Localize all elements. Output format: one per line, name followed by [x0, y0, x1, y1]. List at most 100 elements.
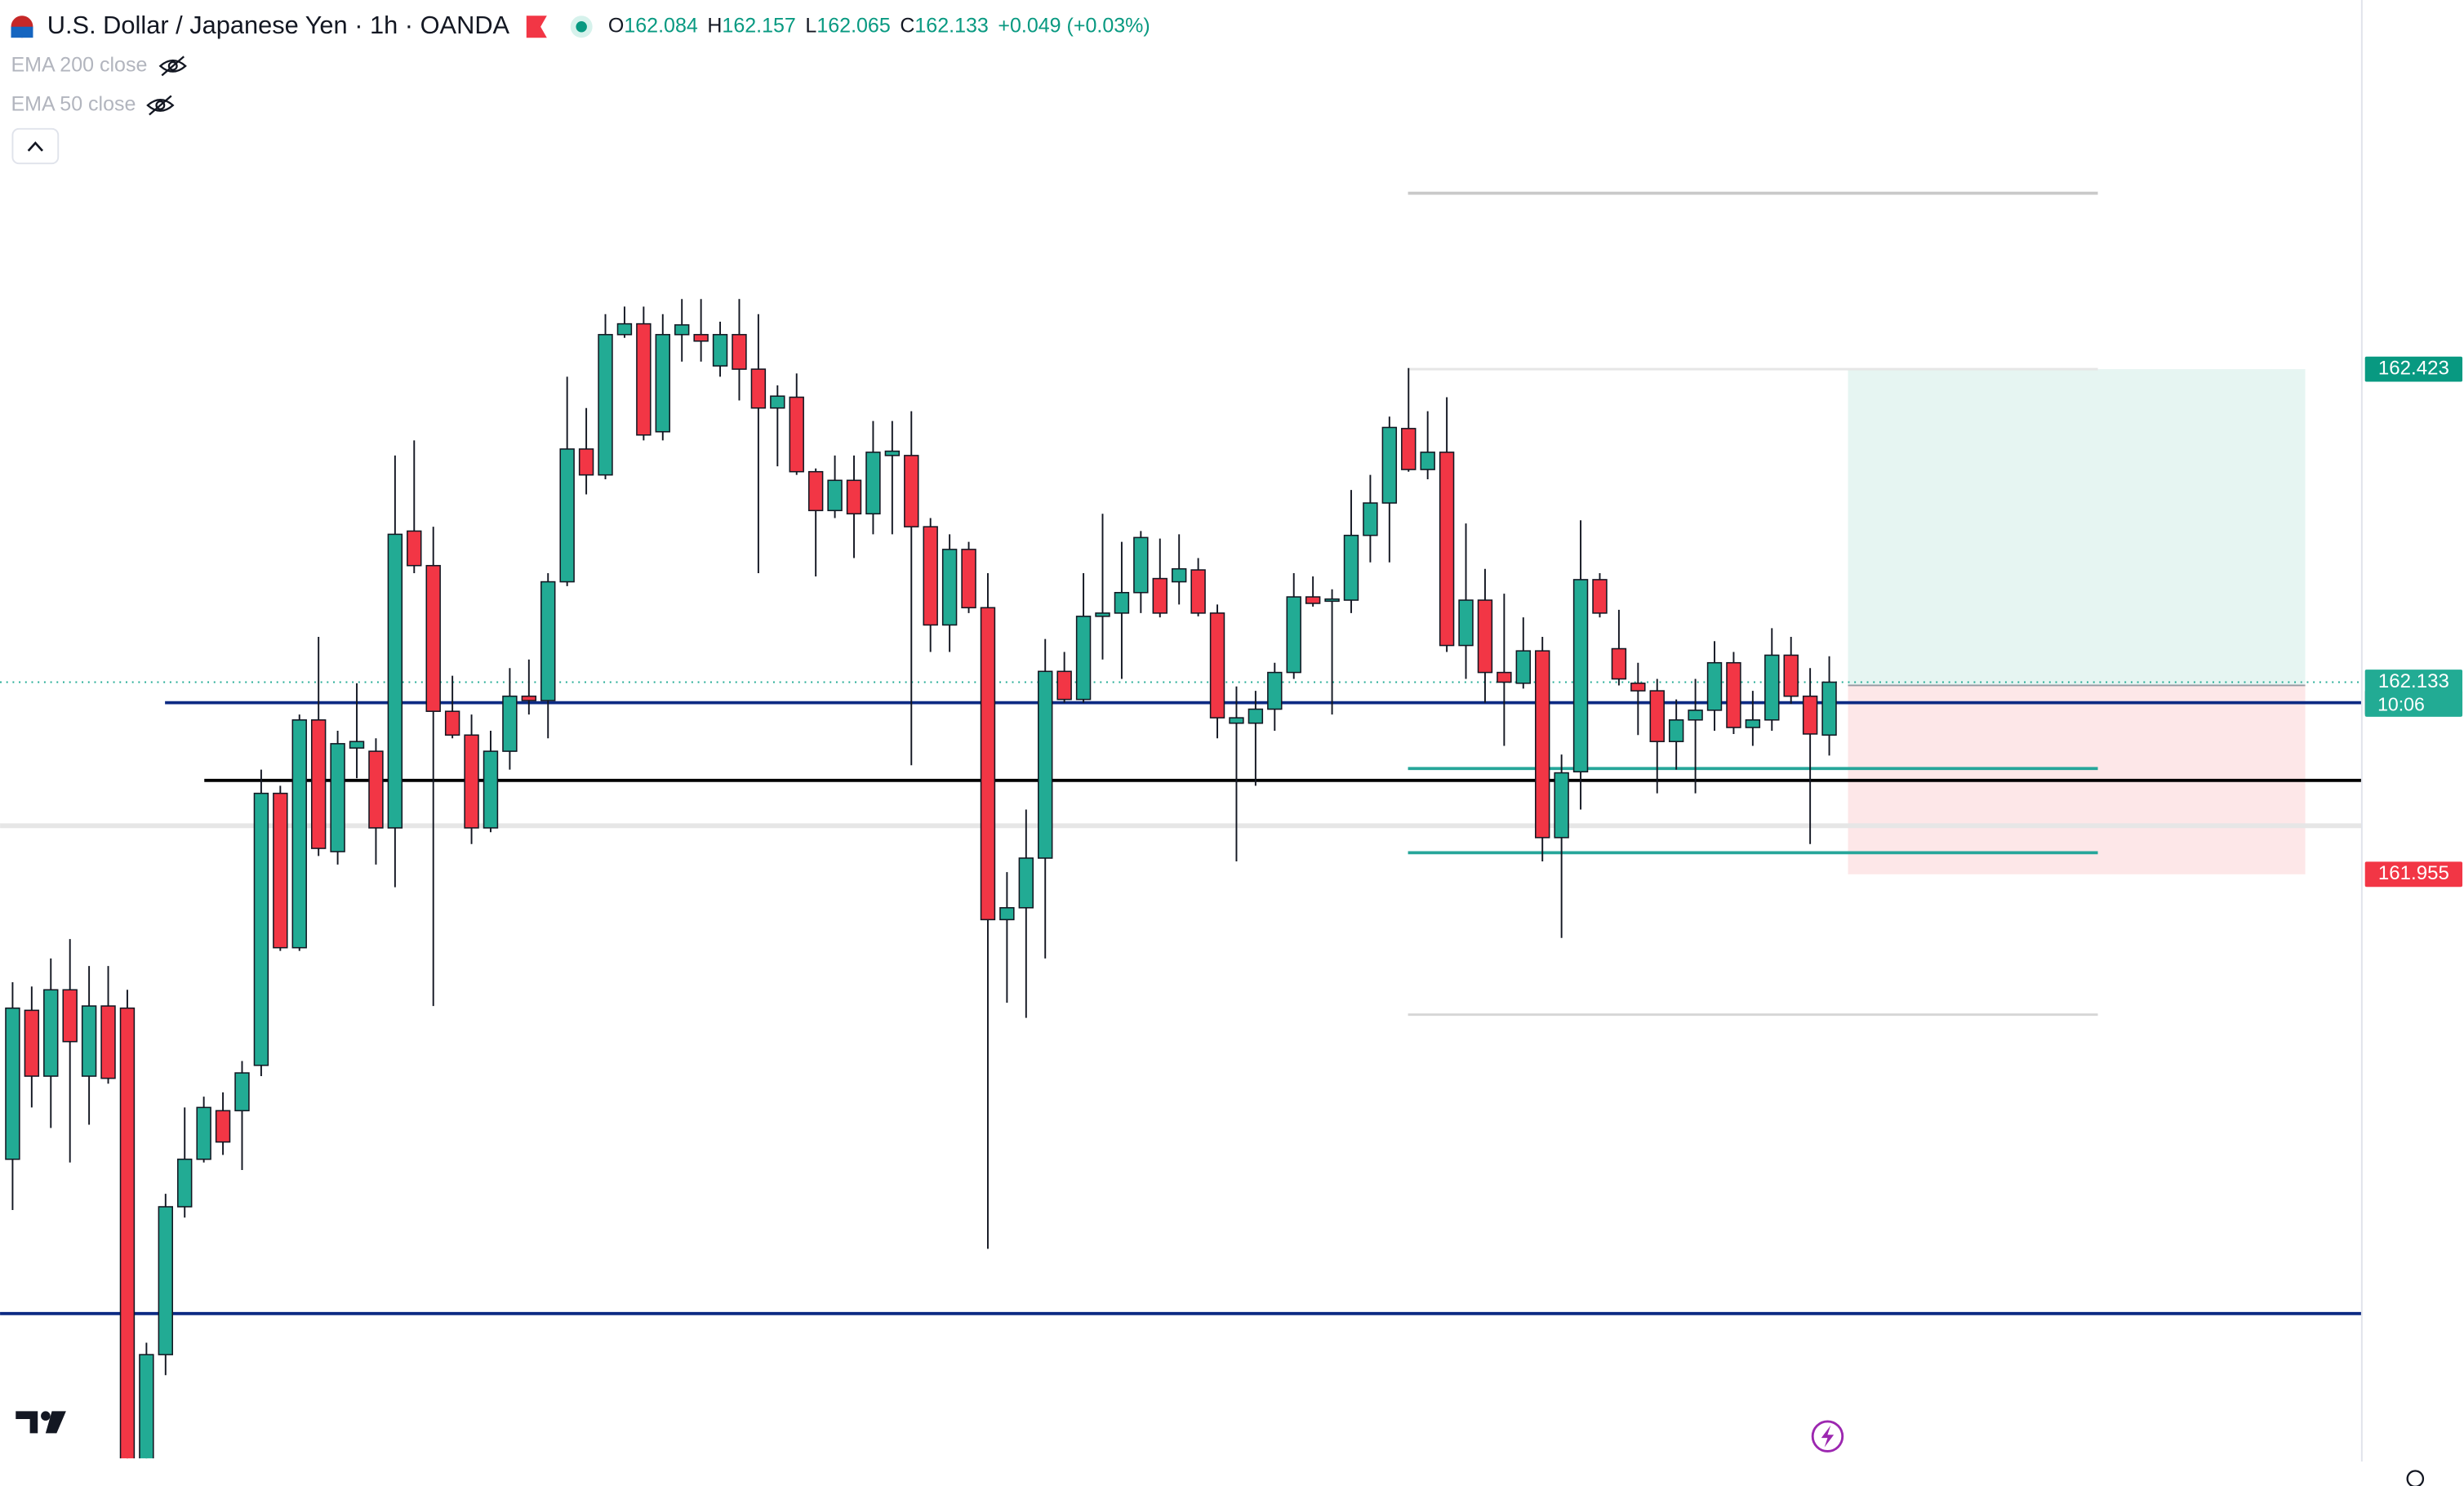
candle-body — [1152, 577, 1168, 614]
plot-area — [0, 191, 2362, 1459]
candle-body — [273, 792, 288, 949]
candle-body — [1592, 579, 1608, 614]
candle-body — [43, 989, 59, 1077]
candle-body — [1267, 671, 1283, 710]
target-price-label: 162.423 — [2378, 357, 2449, 379]
candle-body — [770, 395, 785, 409]
candle-body — [291, 719, 307, 949]
candle-body — [884, 450, 901, 456]
last-price-label: 162.133 — [2378, 670, 2449, 692]
candle-body — [1248, 708, 1264, 724]
candle-body — [158, 1206, 174, 1355]
candle-body — [1038, 670, 1053, 859]
candle-body — [1286, 596, 1301, 674]
ohlc-label: L — [805, 14, 816, 37]
candle-body — [407, 530, 422, 567]
candle-body — [807, 470, 824, 512]
candle-body — [1611, 647, 1627, 680]
last-price-label-bg — [2364, 670, 2463, 717]
candle-body — [1363, 502, 1378, 536]
ohlc-value: 162.157 — [722, 14, 795, 37]
stop-price-label: 161.955 — [2378, 862, 2449, 884]
study-label[interactable]: EMA 200 close — [11, 53, 148, 76]
candle-body — [1056, 670, 1072, 701]
candle-body — [961, 549, 976, 609]
candle-body — [368, 750, 384, 829]
candle-body — [349, 741, 365, 749]
ohlc-value: 162.065 — [816, 14, 890, 37]
candle-body — [177, 1159, 193, 1208]
collapse-button[interactable] — [11, 127, 60, 165]
ohlc-value: 162.133 — [914, 14, 988, 37]
ohlc-label: H — [707, 14, 722, 37]
candle-body — [923, 526, 938, 626]
candle-body — [712, 334, 728, 367]
candle-body — [81, 1005, 97, 1077]
lightning-icon[interactable] — [1811, 1420, 1844, 1453]
candle-body — [732, 334, 747, 370]
tv-logo — [16, 1411, 66, 1434]
candle-body — [444, 710, 460, 736]
candle-body — [1649, 690, 1665, 742]
candle-body — [904, 455, 919, 527]
candle-body — [1114, 592, 1130, 614]
candle-body — [693, 334, 709, 342]
candle-body — [310, 719, 327, 849]
candle-body — [234, 1072, 250, 1112]
candle-body — [1420, 452, 1435, 470]
target-zone — [1848, 369, 2306, 686]
candle-body — [1515, 650, 1531, 684]
candle-body — [139, 1354, 154, 1459]
candle-body — [502, 695, 518, 752]
candle-body — [62, 989, 78, 1043]
candle-body — [750, 368, 767, 409]
candle-body — [215, 1110, 231, 1143]
candle-body — [1783, 654, 1799, 697]
candle-body — [1229, 717, 1244, 724]
candle-body — [827, 479, 843, 512]
candle-body — [1497, 671, 1512, 683]
candle-body — [1630, 683, 1646, 692]
candle-body — [1821, 681, 1837, 736]
candle-body — [865, 452, 881, 515]
candle-body — [521, 695, 537, 701]
candle-body — [196, 1106, 211, 1160]
candle-body — [559, 448, 575, 583]
collapse-chevron — [27, 141, 44, 152]
candle-body — [1095, 612, 1110, 617]
candle-body — [636, 323, 652, 436]
candle-body — [598, 334, 613, 476]
candle-body — [655, 334, 670, 433]
candle-body — [1171, 567, 1187, 583]
candle-body — [941, 549, 958, 626]
stop-price-label-bg — [2364, 861, 2463, 888]
candle-body — [1305, 596, 1321, 604]
candle-body — [1401, 428, 1417, 470]
countdown-label: 10:06 — [2377, 693, 2425, 714]
study-label[interactable]: EMA 50 close — [11, 93, 136, 116]
candle-body — [24, 1009, 40, 1077]
candle-body — [1688, 710, 1703, 721]
settings-icon[interactable] — [2406, 1470, 2425, 1486]
candle-body — [1668, 719, 1684, 742]
ohlc-label: O — [608, 14, 624, 37]
ohlc-value: 162.084 — [624, 14, 698, 37]
candle-body — [1075, 616, 1092, 701]
hidden-eye-icon[interactable] — [146, 95, 175, 116]
flag-marker[interactable] — [526, 16, 547, 38]
candle-body — [1764, 654, 1780, 721]
candle-body — [119, 1007, 136, 1459]
candle-body — [387, 533, 403, 829]
symbol-title[interactable]: U.S. Dollar / Japanese Yen · 1h · OANDA — [47, 11, 510, 39]
candle-body — [1706, 661, 1723, 711]
ohlc-label: C — [900, 14, 914, 37]
ohlc-change: +0.049 (+0.03%) — [998, 14, 1150, 37]
candle-body — [540, 581, 556, 701]
candle-body — [1458, 599, 1474, 647]
candle-body — [1745, 719, 1761, 728]
candle-body — [425, 564, 441, 712]
hidden-eye-icon[interactable] — [158, 56, 187, 77]
candle-body — [1324, 598, 1340, 603]
